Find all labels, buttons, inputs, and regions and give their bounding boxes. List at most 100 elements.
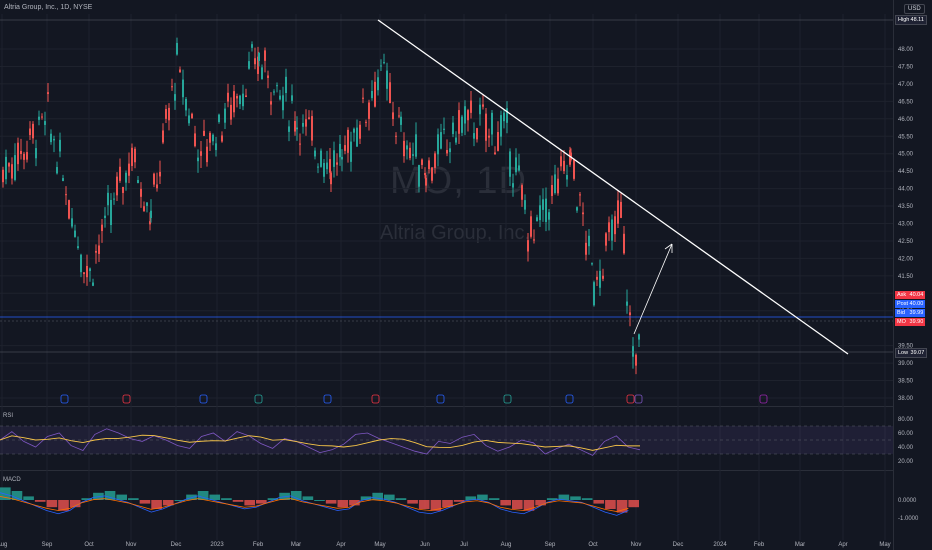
candle-body (591, 263, 593, 265)
macd-histogram-bar (523, 500, 535, 511)
candle-body (179, 69, 181, 73)
candle-body (588, 235, 590, 247)
candle-body (455, 137, 457, 143)
macd-histogram-bar (104, 491, 116, 500)
candle-body (476, 128, 478, 140)
candle-body (197, 157, 199, 162)
y-tick-label: 46.00 (898, 117, 914, 123)
candle-body (632, 346, 634, 357)
candle-body (533, 239, 535, 241)
candle-body (194, 133, 196, 147)
candle-body (20, 150, 22, 155)
x-tick-label: Jun (420, 542, 430, 548)
candle-body (264, 50, 266, 61)
trendline (377, 19, 849, 355)
x-tick-label: Dec (171, 542, 182, 548)
candle-body (383, 62, 385, 64)
candle-body (617, 200, 619, 224)
candle-body (515, 157, 517, 173)
candle-body (626, 301, 628, 306)
candle-body (409, 147, 411, 159)
candle-body (176, 42, 178, 55)
candle-body (279, 95, 281, 100)
candle-body (392, 112, 394, 120)
candle-body (320, 150, 322, 167)
currency-button[interactable]: USD (904, 4, 925, 14)
macd-histogram-bar (500, 500, 511, 506)
macd-histogram-bar (267, 498, 279, 500)
candle-body (174, 94, 176, 101)
macd-histogram-bar (418, 500, 430, 509)
event-marker-icon (436, 394, 445, 404)
y-tick-label: 39.50 (898, 344, 914, 350)
macd-y-tick: 0.0000 (898, 498, 917, 504)
candle-body (188, 115, 190, 124)
projection-arrow (633, 243, 673, 335)
candle-body (333, 150, 335, 167)
x-tick-label: Feb (754, 542, 765, 548)
candle-body (215, 143, 217, 151)
candle-body (403, 140, 405, 157)
candle-body (242, 93, 244, 107)
candle-body (386, 70, 388, 89)
x-tick-label: Nov (631, 542, 642, 548)
candle-body (65, 194, 67, 196)
candle-body (314, 150, 316, 157)
x-tick-label: 2024 (713, 542, 727, 548)
x-tick-label: Aug (0, 542, 7, 548)
candle-body (339, 143, 341, 158)
candle-body (599, 270, 601, 288)
candle-body (101, 224, 103, 232)
candle-body (593, 282, 595, 306)
candle-body (143, 206, 145, 212)
macd-histogram-bar (197, 491, 209, 500)
macd-histogram-bar (488, 498, 500, 500)
candle-body (32, 123, 34, 139)
candle-body (579, 194, 581, 196)
candle-body (107, 192, 109, 206)
y-tick-label: 39.00 (898, 361, 914, 367)
candle-body (200, 151, 202, 156)
candle-body (512, 183, 514, 188)
candle-body (209, 132, 211, 143)
macd-signal-line (0, 496, 629, 512)
candle-body (38, 116, 40, 120)
candle-body (458, 110, 460, 134)
macd-histogram-bar (302, 496, 314, 500)
candle-body (98, 245, 100, 254)
candle-body (261, 67, 263, 80)
candle-body (53, 138, 55, 141)
candle-body (230, 104, 232, 120)
candle-body (206, 146, 208, 163)
candle-body (8, 163, 10, 167)
candle-body (362, 97, 364, 99)
candle-body (425, 177, 427, 186)
x-tick-label: Sep (42, 542, 53, 548)
macd-histogram-bar (151, 500, 162, 509)
candle-body (62, 178, 64, 181)
candle-body (165, 109, 167, 119)
candle-body (47, 92, 49, 95)
candle-body (248, 61, 250, 69)
candle-body (443, 128, 445, 130)
candle-body (92, 282, 94, 286)
macd-histogram-bar (395, 498, 407, 500)
candle-body (239, 95, 241, 105)
candle-body (326, 162, 328, 170)
bid-tag: Bid 39.99 (895, 309, 926, 317)
candle-body (251, 44, 253, 48)
rsi-line (0, 428, 641, 456)
post-tag: Post 40.00 (895, 300, 926, 308)
candle-body (299, 143, 301, 145)
event-marker-icon (759, 394, 768, 404)
macd-histogram-bar (58, 500, 69, 511)
candle-body (291, 95, 293, 101)
macd-histogram-bar (465, 496, 477, 500)
x-tick-label: Oct (588, 542, 598, 548)
macd-histogram-bar (290, 491, 302, 500)
y-tick-label: 42.00 (898, 256, 914, 262)
macd-histogram-bar (46, 500, 58, 508)
candle-body (150, 210, 152, 218)
